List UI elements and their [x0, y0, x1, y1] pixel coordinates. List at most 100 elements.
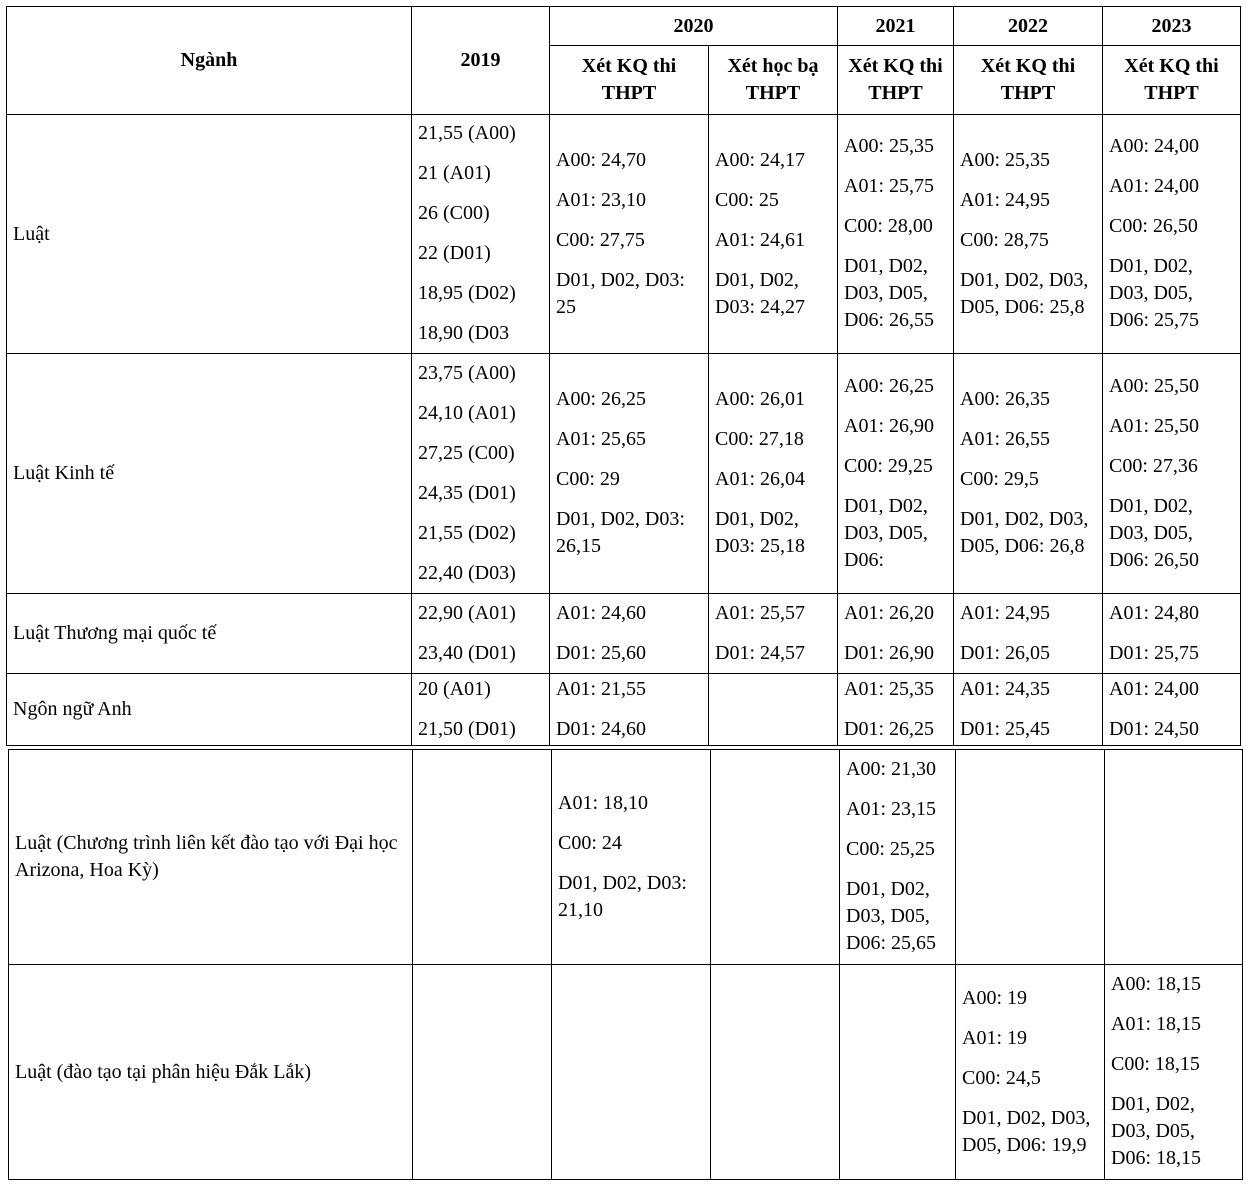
score-entry: 20 (A01) [418, 677, 491, 700]
score-cell: 23,75 (A00) 24,10 (A01) 27,25 (C00) 24,35 (… [411, 353, 550, 594]
score-entry: A01: 18,10 [558, 791, 648, 814]
score-entry: 18,95 (D02) [418, 282, 516, 304]
score-entry: 21,55 (A00) [418, 122, 516, 144]
score-entry: D01: 26,25 [844, 717, 934, 740]
score-entry: A01: 26,04 [715, 468, 805, 490]
score-entry: A01: 24,95 [960, 188, 1050, 211]
score-entry: A01: 25,50 [1109, 414, 1199, 437]
score-entry: D01, D02, D03: 21,10 [558, 871, 687, 921]
header-method: Xét học bạ THPT [708, 45, 838, 115]
score-entry: C00: 29,5 [960, 468, 1039, 490]
score-entry: 24,10 (A01) [418, 401, 516, 424]
score-entry: C00: 28,00 [844, 215, 933, 237]
score-cell: A00: 24,17 C00: 25 A01: 24,61 D01, D02, D03… [708, 114, 838, 354]
score-cell: 22,90 (A01) 23,40 (D01) [411, 593, 550, 674]
score-entry: A01: 23,10 [556, 188, 646, 211]
header-label: Ngành [180, 49, 238, 71]
score-cell: A01: 26,20 D01: 26,90 [837, 593, 954, 674]
header-nganh: Ngành [6, 6, 412, 115]
score-entry: C00: 26,50 [1109, 215, 1198, 237]
row-name-cell: Luật (đào tạo tại phân hiệu Đắk Lắk) [8, 964, 413, 1180]
score-entry: A00: 25,35 [844, 135, 934, 157]
score-entry: A00: 18,15 [1111, 973, 1201, 995]
score-cell [955, 749, 1105, 965]
major-name: Luật Thương mại quốc tế [13, 622, 217, 644]
major-name: Luật (Chương trình liên kết đào tạo với … [15, 832, 398, 881]
score-entry: 26 (C00) [418, 202, 490, 224]
score-entry: C00: 24 [558, 831, 622, 854]
score-entry: C00: 29 [556, 468, 620, 490]
score-cell: A00: 26,35 A01: 26,55 C00: 29,5 D01, D02, D… [953, 353, 1103, 594]
score-cell: A00: 26,25 A01: 26,90 C00: 29,25 D01, D02, … [837, 353, 954, 594]
header-method: Xét KQ thi THPT [549, 45, 709, 115]
row-name-cell: Luật Thương mại quốc tế [6, 593, 412, 674]
score-cell [412, 749, 552, 965]
score-entry: A00: 26,25 [556, 388, 646, 410]
score-entry: 21,55 (D02) [418, 521, 516, 544]
row-name-cell: Luật Kinh tế [6, 353, 412, 594]
row-name-cell: Ngôn ngữ Anh [6, 673, 412, 746]
score-entry: D01: 25,60 [556, 641, 646, 664]
score-entry: A00: 24,00 [1109, 135, 1199, 157]
score-entry: 18,90 (D03 [418, 322, 510, 344]
score-entry: D01: 25,45 [960, 717, 1050, 740]
major-name: Luật [13, 222, 50, 245]
score-entry: A00: 24,17 [715, 148, 805, 171]
header-label: 2021 [875, 14, 916, 37]
row-name-cell: Luật [6, 114, 412, 354]
header-2020: 2020 [549, 6, 838, 46]
score-entry: 22,90 (A01) [418, 601, 516, 624]
score-entry: A00: 26,25 [844, 374, 934, 397]
score-cell [412, 964, 552, 1180]
score-entry: A01: 25,65 [556, 428, 646, 450]
score-entry: 23,75 (A00) [418, 361, 516, 384]
score-cell: A01: 25,35 D01: 26,25 [837, 673, 954, 746]
header-label: Xét KQ thi THPT [1124, 55, 1219, 104]
score-cell: A01: 18,10 C00: 24 D01, D02, D03: 21,10 [551, 749, 711, 965]
score-entry: A00: 24,70 [556, 148, 646, 171]
score-cell: A00: 25,50 A01: 25,50 C00: 27,36 D01, D02, … [1102, 353, 1241, 594]
header-label: 2019 [460, 49, 501, 71]
score-entry: A01: 24,80 [1109, 601, 1199, 624]
header-2023: 2023 [1102, 6, 1241, 46]
header-method: Xét KQ thi THPT [837, 45, 954, 115]
score-entry: D01, D02, D03: 25,18 [715, 508, 805, 557]
score-cell: A00: 24,00 A01: 24,00 C00: 26,50 D01, D02, … [1102, 114, 1241, 354]
score-entry: D01: 26,05 [960, 641, 1050, 664]
score-entry: 21,50 (D01) [418, 717, 516, 740]
score-entry: C00: 25,25 [846, 838, 935, 860]
score-entry: C00: 27,18 [715, 428, 804, 450]
score-cell [551, 964, 711, 1180]
score-cell: A00: 21,30 A01: 23,15 C00: 25,25 D01, D02, … [839, 749, 956, 965]
score-entry: A01: 26,20 [844, 601, 934, 624]
header-label: Xét KQ thi THPT [581, 55, 677, 104]
score-entry: A00: 19 [962, 986, 1027, 1009]
score-entry: A01: 18,15 [1111, 1013, 1201, 1035]
score-entry: D01, D02, D03, D05, D06: 25,65 [846, 878, 936, 954]
header-label: Xét KQ thi THPT [848, 55, 943, 104]
score-entry: C00: 27,75 [556, 228, 645, 251]
score-cell: A00: 24,70 A01: 23,10 C00: 27,75 D01, D02, … [549, 114, 709, 354]
header-label: 2023 [1151, 14, 1192, 37]
score-entry: D01, D02, D03, D05, D06: 26,50 [1109, 494, 1199, 571]
score-entry: D01, D02, D03: 25 [556, 268, 685, 318]
score-entry: D01: 24,57 [715, 641, 805, 664]
score-entry: 23,40 (D01) [418, 641, 516, 664]
major-name: Luật Kinh tế [13, 462, 115, 484]
score-entry: A01: 26,55 [960, 428, 1050, 450]
score-cell: A01: 24,80 D01: 25,75 [1102, 593, 1241, 674]
score-cell: A00: 26,01 C00: 27,18 A01: 26,04 D01, D02, … [708, 353, 838, 594]
score-entry: A01: 25,75 [844, 175, 934, 197]
score-entry: A01: 24,00 [1109, 175, 1199, 197]
score-entry: A01: 19 [962, 1026, 1027, 1049]
score-entry: A01: 23,15 [846, 798, 936, 820]
score-entry: A00: 25,35 [960, 148, 1050, 171]
header-label: 2022 [1008, 14, 1048, 37]
score-cell: A00: 18,15 A01: 18,15 C00: 18,15 D01, D02, … [1104, 964, 1243, 1180]
score-entry: D01, D02, D03, D05, D06: 26,8 [960, 508, 1089, 557]
score-entry: D01: 26,90 [844, 641, 934, 664]
score-cell [710, 749, 840, 965]
score-entry: D01, D02, D03, D05, D06: 26,55 [844, 255, 934, 331]
score-entry: 21 (A01) [418, 162, 491, 184]
score-entry: D01, D02, D03, D05, D06: [844, 494, 928, 571]
